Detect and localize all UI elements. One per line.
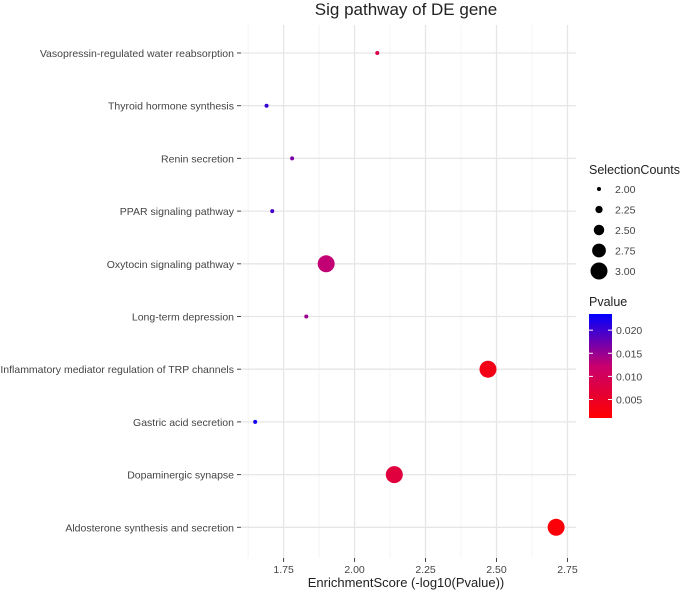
grid-lines bbox=[241, 25, 576, 558]
category-label: Dopaminergic synapse bbox=[127, 470, 234, 482]
x-tick-label: 2.00 bbox=[344, 564, 365, 576]
category-label: Renin secretion bbox=[161, 153, 234, 165]
color-legend-label: 0.015 bbox=[616, 348, 642, 360]
color-legend: Pvalue 0.005 0.010 0.015 0.020 bbox=[589, 295, 642, 418]
size-legend-title: SelectionCounts bbox=[589, 163, 680, 177]
size-legend-label: 2.00 bbox=[615, 184, 636, 196]
data-points bbox=[253, 51, 565, 536]
category-label: Vasopressin-regulated water reabsorption bbox=[40, 48, 234, 60]
data-point bbox=[270, 209, 275, 214]
data-point bbox=[264, 103, 269, 108]
chart-title: Sig pathway of DE gene bbox=[315, 0, 497, 19]
size-legend-label: 2.25 bbox=[615, 205, 636, 217]
data-point bbox=[479, 360, 497, 378]
size-legend-label: 3.00 bbox=[615, 266, 636, 278]
x-axis-title: EnrichmentScore (-log10(Pvalue)) bbox=[308, 575, 505, 590]
color-bar bbox=[589, 314, 612, 418]
color-legend-label: 0.005 bbox=[616, 395, 642, 407]
size-legend-label: 2.75 bbox=[615, 246, 636, 258]
x-tick-label: 2.50 bbox=[486, 564, 507, 576]
size-legend: SelectionCounts 2.00 2.25 2.50 2.75 3.00 bbox=[589, 163, 680, 280]
x-tick-label: 2.75 bbox=[557, 564, 578, 576]
category-label: Aldosterone synthesis and secretion bbox=[65, 522, 234, 534]
x-tick-label: 2.25 bbox=[415, 564, 436, 576]
category-label: Long-term depression bbox=[132, 312, 234, 324]
data-point bbox=[304, 314, 309, 319]
color-legend-title: Pvalue bbox=[589, 295, 627, 309]
category-label: Oxytocin signaling pathway bbox=[107, 259, 235, 271]
size-legend-dot bbox=[592, 243, 606, 258]
data-point bbox=[375, 51, 380, 55]
x-axis-ticks: 1.75 2.00 2.25 2.50 2.75 bbox=[273, 558, 578, 576]
size-legend-label: 2.50 bbox=[615, 225, 636, 237]
category-label: Gastric acid secretion bbox=[133, 417, 234, 429]
data-point bbox=[290, 156, 295, 161]
category-label: Inflammatory mediator regulation of TRP … bbox=[0, 364, 234, 376]
data-point bbox=[385, 466, 403, 484]
plot-panel bbox=[241, 25, 576, 558]
size-legend-dot bbox=[590, 262, 608, 280]
x-tick-label: 1.75 bbox=[273, 564, 294, 576]
size-legend-dot bbox=[595, 205, 603, 214]
category-label: PPAR signaling pathway bbox=[120, 206, 235, 218]
data-point bbox=[547, 518, 565, 536]
data-point bbox=[317, 255, 335, 273]
color-legend-label: 0.010 bbox=[616, 371, 642, 383]
y-axis-labels: Vasopressin-regulated water reabsorption… bbox=[0, 48, 241, 534]
size-legend-dot bbox=[593, 224, 605, 236]
category-label: Thyroid hormone synthesis bbox=[108, 101, 234, 113]
size-legend-dot bbox=[597, 187, 601, 191]
data-point bbox=[253, 419, 258, 424]
color-legend-label: 0.020 bbox=[616, 325, 642, 337]
